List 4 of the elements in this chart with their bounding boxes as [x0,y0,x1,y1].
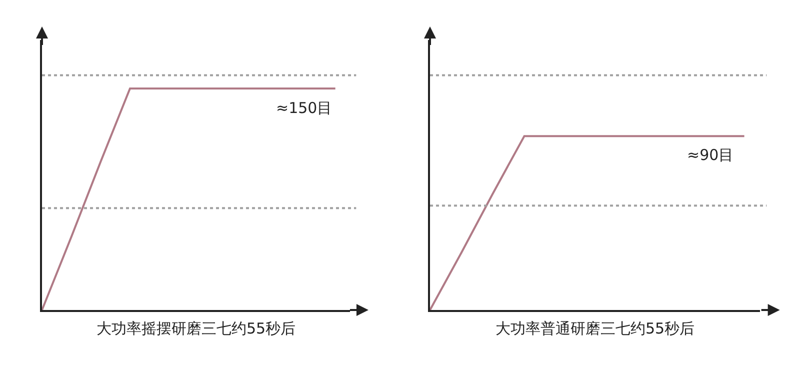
x-axis-title: 大功率摇摆研磨三七约55秒后 [96,320,296,338]
x-axis-title: 大功率普通研磨三七约55秒后 [495,320,695,338]
annotation: ≈90目 [687,146,734,164]
annotation: ≈150目 [276,99,332,117]
